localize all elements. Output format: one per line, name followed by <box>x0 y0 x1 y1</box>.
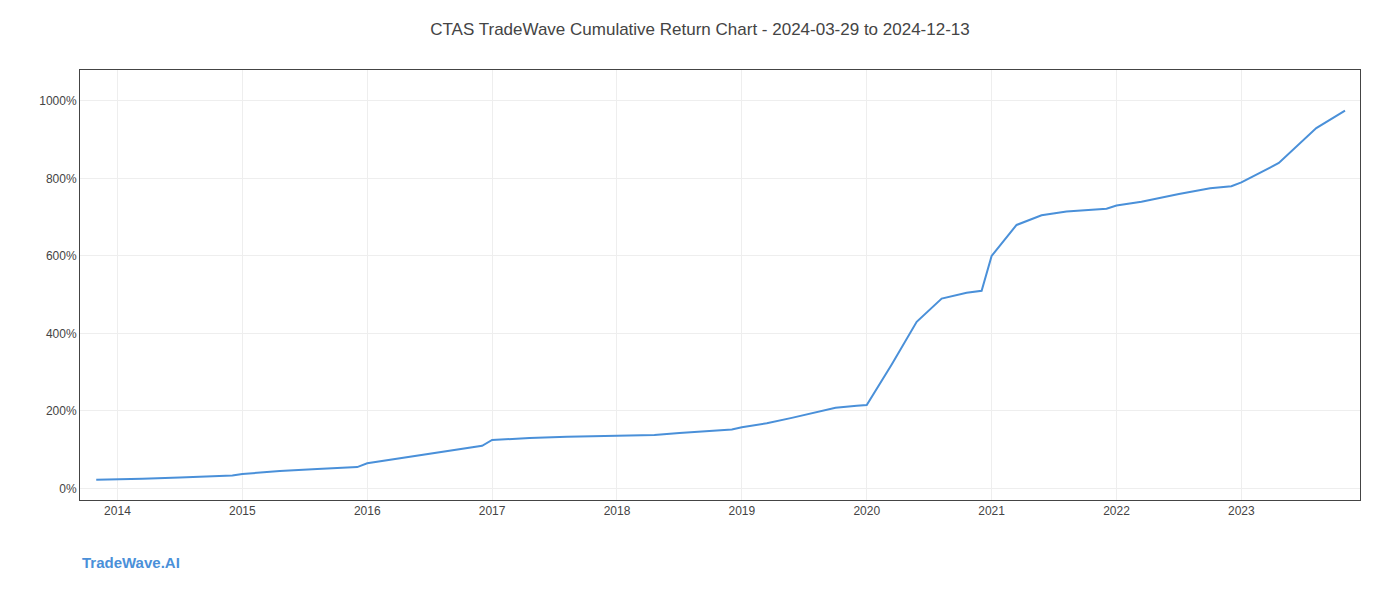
svg-text:2022: 2022 <box>1103 504 1130 518</box>
svg-text:TradeWave.AI: TradeWave.AI <box>82 554 180 571</box>
svg-text:800%: 800% <box>46 172 77 186</box>
svg-text:2016: 2016 <box>354 504 381 518</box>
svg-text:2017: 2017 <box>479 504 506 518</box>
svg-text:2014: 2014 <box>104 504 131 518</box>
svg-text:200%: 200% <box>46 404 77 418</box>
svg-text:1000%: 1000% <box>39 94 77 108</box>
svg-text:2015: 2015 <box>229 504 256 518</box>
svg-text:CTAS TradeWave Cumulative Retu: CTAS TradeWave Cumulative Return Chart -… <box>430 20 970 39</box>
svg-text:400%: 400% <box>46 327 77 341</box>
svg-text:2019: 2019 <box>728 504 755 518</box>
svg-text:600%: 600% <box>46 249 77 263</box>
svg-text:2018: 2018 <box>604 504 631 518</box>
svg-text:0%: 0% <box>59 482 77 496</box>
svg-text:2021: 2021 <box>978 504 1005 518</box>
svg-text:2020: 2020 <box>853 504 880 518</box>
svg-text:2023: 2023 <box>1228 504 1255 518</box>
